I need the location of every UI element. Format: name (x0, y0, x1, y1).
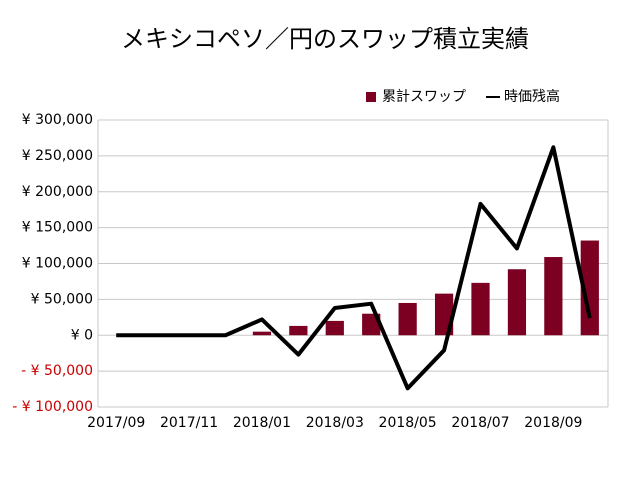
x-tick-label: 2017/11 (160, 415, 218, 431)
x-tick-label: 2018/07 (451, 415, 509, 431)
y-tick-label: ¥ 300,000 (22, 112, 93, 128)
x-tick-label: 2018/01 (233, 415, 291, 431)
bar (252, 331, 272, 336)
y-tick-label: ¥ 50,000 (31, 291, 93, 307)
bar (471, 282, 490, 336)
x-tick-label: 2018/05 (379, 415, 437, 431)
y-tick-label: - ¥ 50,000 (21, 363, 93, 379)
bar (289, 325, 308, 336)
line (116, 145, 592, 391)
y-tick-label: ¥ 250,000 (22, 148, 93, 164)
bar (507, 269, 527, 336)
bar (580, 240, 599, 336)
bar (325, 320, 344, 336)
x-tick-label: 2017/09 (87, 415, 145, 431)
legend-label: 時価残高 (504, 88, 560, 105)
legend-label: 累計スワップ (382, 89, 466, 105)
y-tick-label: ¥ 150,000 (22, 220, 93, 236)
chart-title: メキシコペソ／円のスワップ積立実績 (121, 25, 529, 53)
x-tick-label: 2018/03 (306, 415, 364, 431)
y-tick-label: - ¥ 100,000 (12, 399, 93, 415)
bar (398, 302, 417, 336)
y-tick-label: ¥ 0 (71, 327, 93, 343)
x-tick-label: 2018/09 (524, 415, 582, 431)
y-tick-label: ¥ 200,000 (22, 184, 93, 200)
bar (544, 257, 563, 336)
y-tick-label: ¥ 100,000 (22, 256, 93, 272)
legend-swatch (366, 92, 376, 102)
